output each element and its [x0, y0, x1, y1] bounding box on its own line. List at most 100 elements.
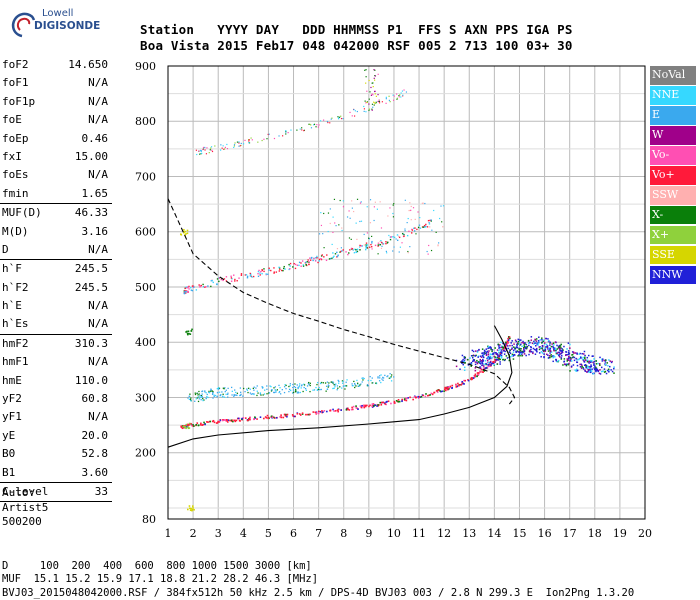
echo-point [338, 380, 340, 383]
echo-point [191, 328, 193, 331]
echo-point [324, 382, 327, 384]
echo-point [381, 378, 383, 380]
echo-point [550, 354, 552, 356]
echo-point [328, 258, 331, 260]
x-tick-label: 4 [240, 527, 247, 540]
echo-point [348, 252, 350, 254]
echo-point [563, 363, 566, 365]
echo-point [380, 381, 382, 384]
echo-point [404, 397, 407, 400]
echo-point [261, 268, 263, 271]
echo-point [375, 101, 377, 103]
echo-point [352, 385, 354, 387]
param-value: 310.3 [74, 336, 108, 350]
echo-point [474, 369, 477, 372]
echo-point [217, 391, 219, 394]
echo-point [245, 274, 248, 276]
echo-point [372, 405, 375, 407]
echo-point [292, 386, 294, 389]
echo-point [375, 102, 377, 105]
param-group-3: h`F 245.5 h`F2 245.5 h`E N/A h`Es N/A [0, 260, 112, 334]
echo-point [511, 340, 513, 342]
echo-point [427, 253, 429, 255]
echo-point [376, 403, 379, 406]
echo-point [339, 386, 341, 388]
echo-point [213, 421, 216, 424]
echo-point [308, 123, 310, 125]
echo-point [342, 118, 344, 120]
echo-point [332, 382, 335, 384]
echo-point [339, 251, 341, 253]
echo-point [317, 410, 320, 413]
echo-point [359, 405, 362, 407]
param-key: M(D) [2, 224, 29, 238]
echo-point [368, 98, 370, 100]
echo-point [342, 380, 344, 383]
echo-point [380, 227, 383, 229]
echo-point [350, 247, 353, 250]
echo-point [474, 350, 477, 352]
echo-point [558, 346, 560, 348]
echo-point [583, 350, 586, 353]
echo-point [540, 355, 542, 358]
echo-point [368, 79, 370, 82]
echo-point [385, 96, 387, 98]
echo-point [351, 115, 353, 117]
echo-point [587, 366, 590, 368]
param-row: C-level 33 [0, 483, 112, 501]
echo-point [474, 361, 477, 363]
echo-point [489, 357, 491, 360]
echo-point [366, 404, 368, 407]
echo-point [201, 390, 203, 393]
echo-point [270, 415, 273, 418]
echo-point [184, 291, 186, 293]
echo-point [363, 110, 365, 112]
echo-point [371, 103, 374, 105]
echo-point [569, 370, 571, 372]
echo-point [296, 129, 298, 131]
echo-point [309, 123, 311, 126]
echo-point [556, 353, 559, 356]
echo-point [190, 423, 193, 426]
echo-point [426, 226, 429, 228]
echo-point [550, 345, 553, 348]
echo-point [559, 356, 561, 358]
echo-point [488, 357, 490, 359]
echo-point [263, 393, 266, 395]
echo-point [355, 249, 357, 251]
echo-point [590, 364, 592, 366]
echo-point [329, 257, 332, 260]
echo-point [204, 286, 206, 288]
echo-point [460, 383, 463, 386]
echo-point [274, 386, 276, 388]
echo-point [369, 222, 372, 224]
echo-point [559, 347, 561, 350]
echo-point [395, 399, 398, 402]
echo-point [507, 347, 510, 350]
echo-point [289, 268, 291, 270]
echo-point [225, 280, 228, 282]
echo-point [293, 385, 295, 388]
echo-point [227, 396, 229, 398]
echo-point [289, 265, 291, 267]
echo-point [254, 417, 257, 419]
echo-point [570, 358, 572, 360]
echo-point [187, 330, 190, 333]
echo-point [588, 368, 590, 371]
echo-point [185, 424, 188, 427]
param-value: 110.0 [74, 373, 108, 387]
echo-point [355, 405, 357, 407]
y-tick-label: 700 [135, 170, 156, 183]
echo-point [591, 360, 593, 362]
echo-point [471, 378, 474, 380]
param-key: C-level [2, 484, 49, 498]
echo-point [257, 275, 260, 278]
echo-point [320, 388, 322, 391]
echo-point [535, 349, 538, 351]
echo-point [416, 228, 418, 231]
echo-point [186, 332, 189, 335]
echo-point [484, 359, 487, 362]
echo-point [428, 221, 430, 224]
echo-point [208, 391, 210, 394]
echo-point [197, 400, 200, 403]
